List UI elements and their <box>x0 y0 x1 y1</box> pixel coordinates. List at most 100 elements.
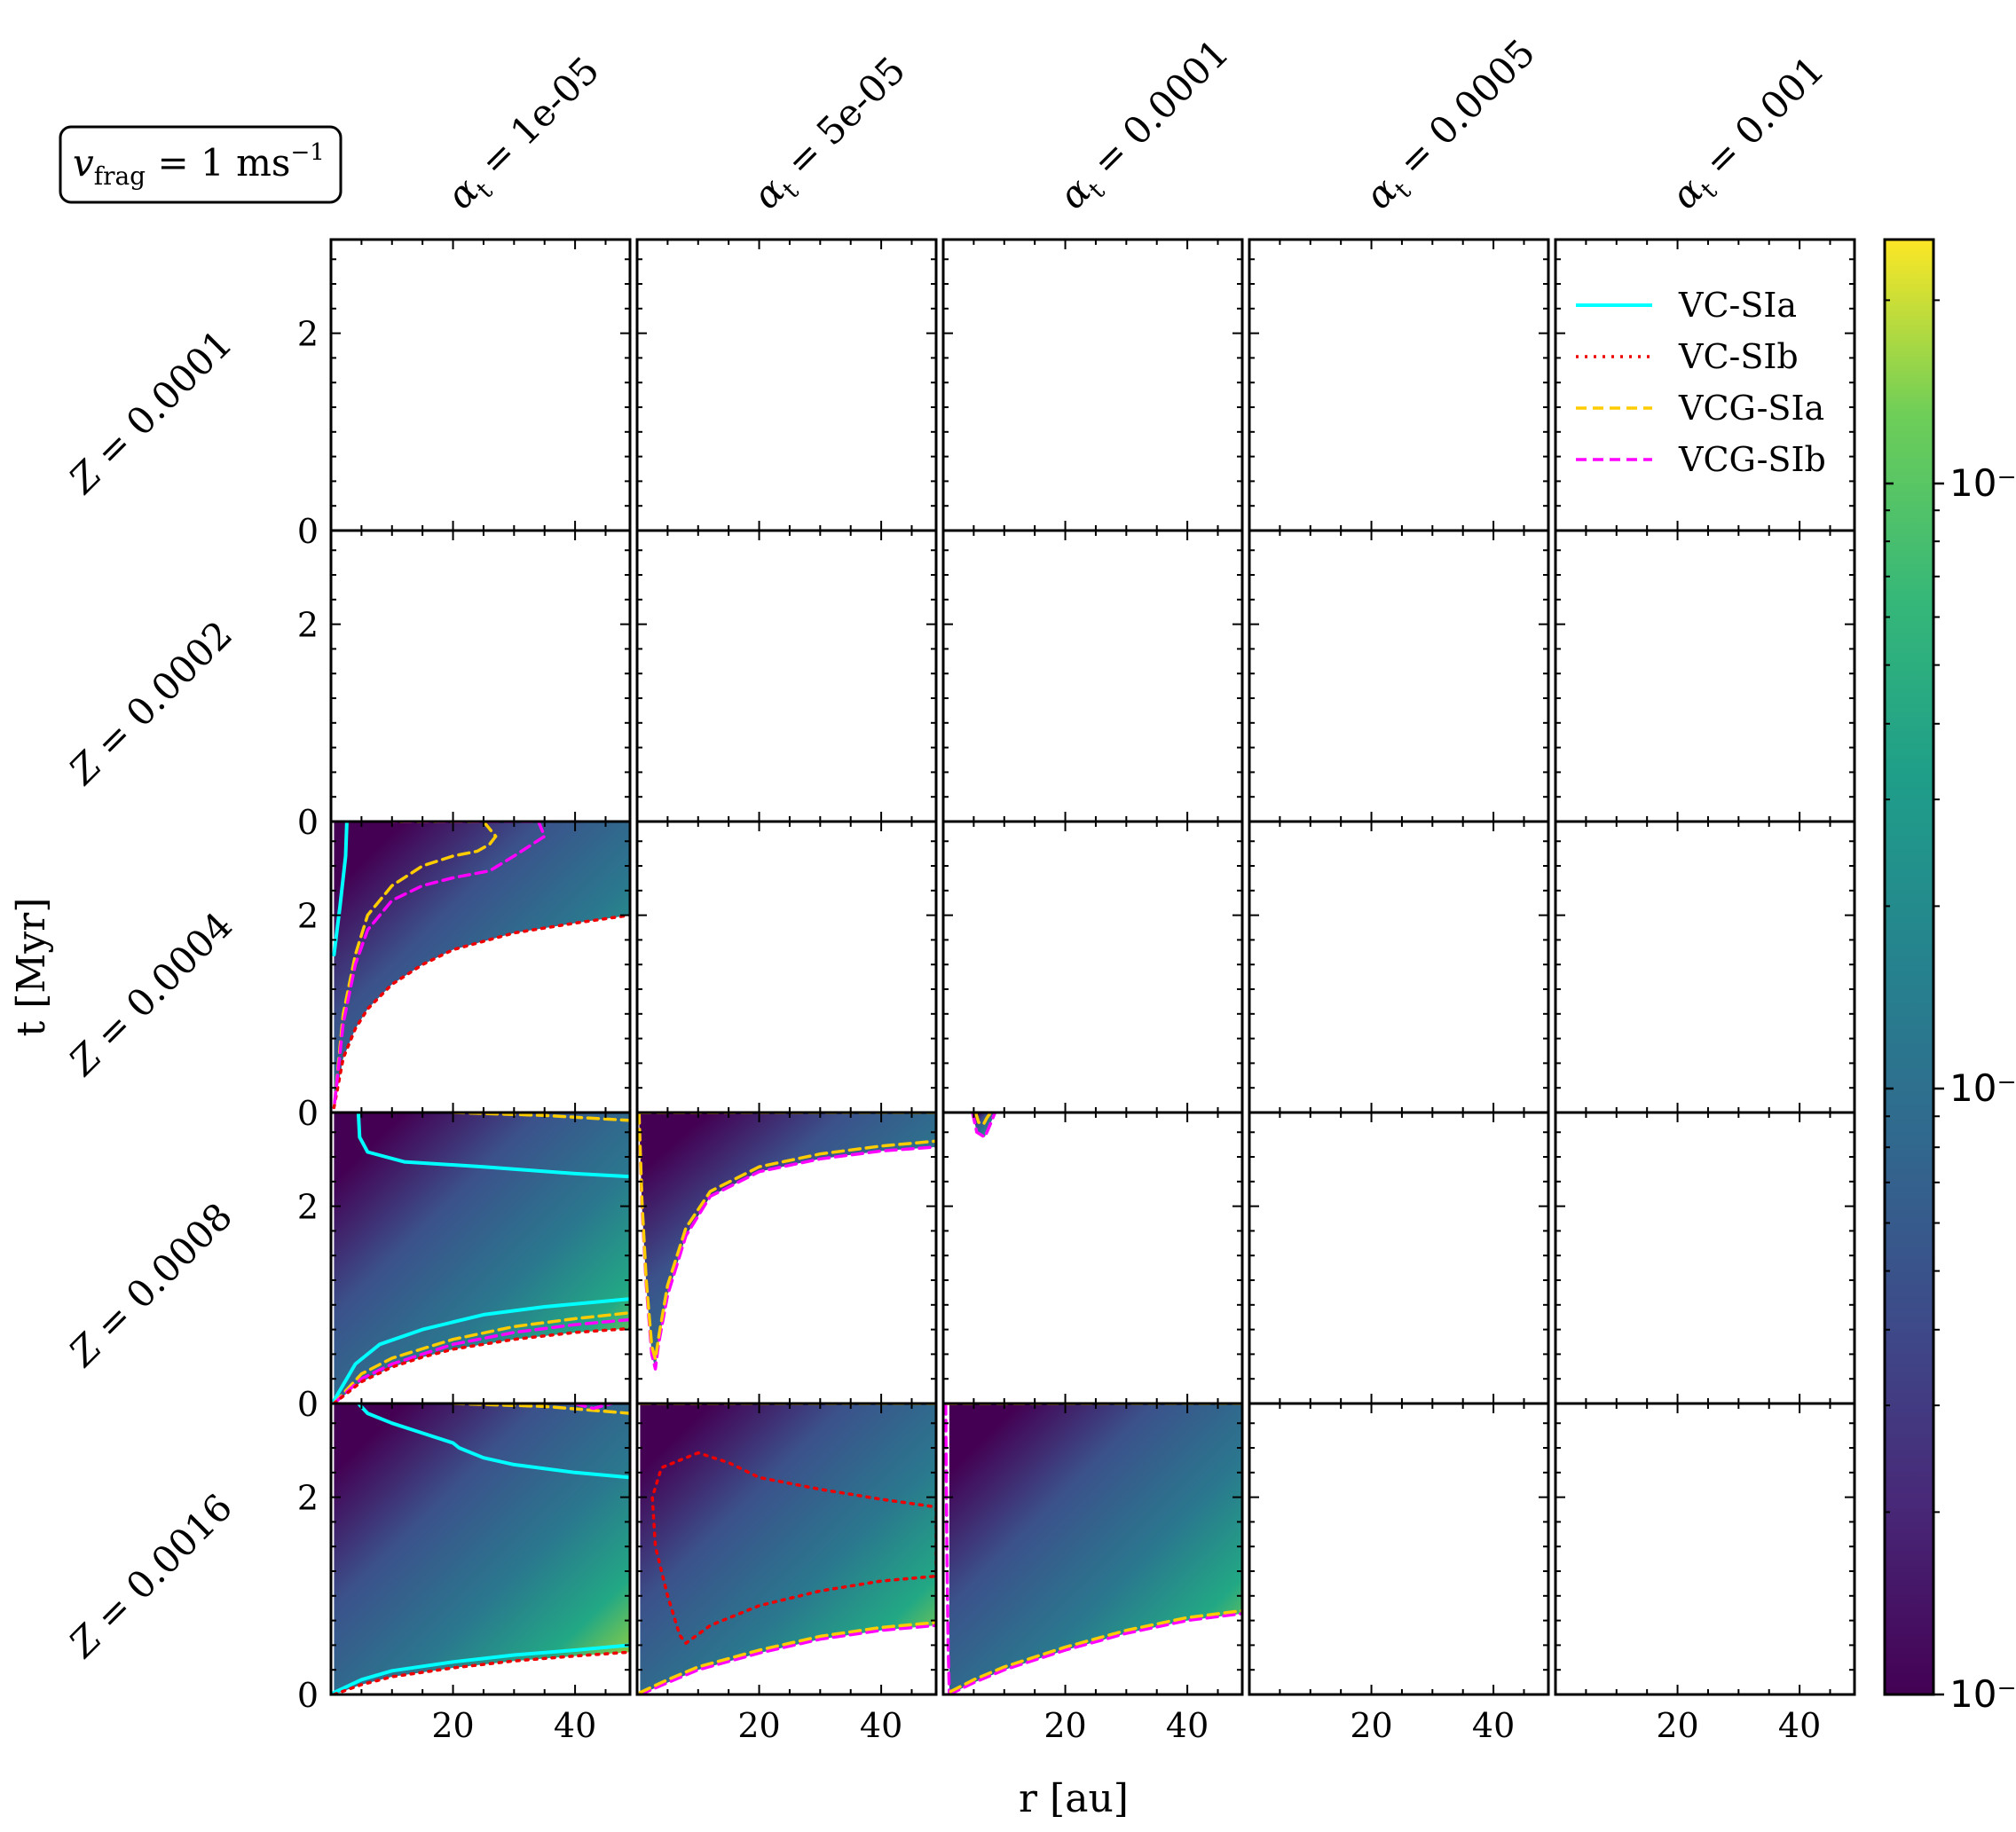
panel-r0-c0: 02 <box>297 238 632 551</box>
column-value: = 5e-05 <box>769 48 914 193</box>
column-labels: αt = 1e-05 αt = 5e-05 αt = 0.0001 αt = 0.00… <box>438 31 1837 222</box>
x-tick-label: 40 <box>1472 1706 1515 1745</box>
heatmap-field <box>640 1403 936 1694</box>
x-tick-label: 40 <box>1166 1706 1209 1745</box>
panel-background <box>1249 822 1548 1113</box>
x-tick-label: 20 <box>1350 1706 1392 1745</box>
y-tick-label: 2 <box>297 897 319 936</box>
panel-r2-c0: 02 <box>297 820 632 1133</box>
column-value: = 0.001 <box>1688 48 1832 193</box>
panel-background <box>637 822 936 1113</box>
panel-background <box>1555 1113 1855 1403</box>
x-tick-label: 40 <box>860 1706 902 1745</box>
y-tick-label: 2 <box>297 1479 319 1518</box>
column-label: αt = 0.0001 <box>1051 31 1241 222</box>
contour-vc-sia <box>332 1643 630 1694</box>
colorbar-tick-label: 10⁻ <box>1949 1066 2016 1110</box>
panel-background <box>1555 1403 1855 1694</box>
panel-background <box>1249 531 1548 822</box>
y-tick-label: 0 <box>297 1094 319 1133</box>
heatmap-field <box>334 1113 630 1403</box>
panel-r3-c4 <box>1554 1111 1856 1405</box>
legend-label-vcg-sib: VCG-SIb <box>1678 440 1826 479</box>
panel-r4-c1: 20 40 <box>635 1402 938 1745</box>
panel-r1-c0: 02 <box>297 529 632 842</box>
legend-label-vc-sia: VC-SIa <box>1678 286 1797 325</box>
x-axis-label: r [au] <box>1019 1776 1129 1821</box>
y-tick-label: 2 <box>297 1188 319 1227</box>
x-tick-label: 20 <box>737 1706 780 1745</box>
legend-label-vcg-sia: VCG-SIa <box>1678 389 1824 428</box>
panel-background <box>943 240 1242 531</box>
panel-background <box>1555 822 1855 1113</box>
panel-r4-c2: 20 40 <box>941 1402 1244 1745</box>
y-axis-label: t [Myr] <box>9 898 54 1037</box>
heatmap-field-group <box>332 1403 630 1694</box>
colorbar-ticks: 10⁻ 10⁻ 10⁻ <box>1885 299 2016 1716</box>
panel-background <box>943 531 1242 822</box>
contour-vc-sib <box>332 913 630 1110</box>
panel-r3-c1 <box>635 1111 938 1405</box>
row-label: Z = 0.0004 <box>59 903 240 1084</box>
heatmap-field <box>334 1403 630 1694</box>
contour-vcg-sia <box>637 1113 936 1361</box>
y-tick-label: 0 <box>297 512 319 551</box>
panel-r4-c4: 20 40 <box>1554 1402 1856 1745</box>
panel-r3-c2 <box>941 1111 1244 1405</box>
panel-r1-c1 <box>635 529 938 823</box>
legend: VC-SIa VC-SIb VCG-SIa VCG-SIb <box>1576 286 1826 479</box>
column-label: αt = 0.001 <box>1663 48 1837 222</box>
row-value: = 0.0008 <box>79 1194 240 1356</box>
panel-background <box>1555 531 1855 822</box>
row-value: = 0.0004 <box>79 903 240 1065</box>
x-tick-label: 20 <box>1656 1706 1698 1745</box>
colorbar-bar <box>1883 238 1935 1696</box>
row-label: Z = 0.0016 <box>59 1485 240 1666</box>
contour-vc-sia <box>332 1297 630 1403</box>
row-label: Z = 0.0002 <box>59 612 240 793</box>
vfrag-label-box: vfrag = 1 ms−1 <box>59 125 343 204</box>
row-value: = 0.0001 <box>79 321 240 483</box>
contour-vcg-sia <box>949 1608 1242 1694</box>
heatmap-field-group <box>638 1403 936 1694</box>
panel-r2-c2 <box>941 820 1244 1114</box>
panel-r1-c4 <box>1554 529 1856 823</box>
panel-background <box>331 240 630 531</box>
row-value: = 0.0016 <box>79 1485 240 1647</box>
panel-frame <box>635 1402 938 1696</box>
panel-background <box>637 531 936 822</box>
contour-vcg-sib <box>638 1624 936 1694</box>
contour-vcg-sia <box>973 1113 993 1127</box>
panel-r0-c2 <box>941 238 1244 532</box>
panel-r3-c3 <box>1248 1111 1550 1405</box>
panel-r2-c4 <box>1554 820 1856 1114</box>
x-tick-label: 40 <box>1778 1706 1821 1745</box>
vfrag-value: = 1 ms <box>146 141 290 185</box>
panel-frame <box>329 1402 632 1696</box>
heatmap-field-group <box>637 1113 936 1371</box>
vfrag-subscript: frag <box>94 161 146 191</box>
panel-r2-c1 <box>635 820 938 1114</box>
panel-r1-c3 <box>1248 529 1550 823</box>
vfrag-symbol: v <box>73 141 94 185</box>
row-value: = 0.0002 <box>79 612 240 774</box>
x-tick-label: 20 <box>1043 1706 1086 1745</box>
y-tick-label: 2 <box>297 606 319 645</box>
colorbar-tick-label: 10⁻ <box>1949 461 2016 505</box>
contour-vcg-sib <box>971 1113 997 1139</box>
y-tick-label: 0 <box>297 1385 319 1424</box>
panel-r0-c1 <box>635 238 938 532</box>
heatmap-field-group <box>332 822 630 1110</box>
x-tick-label: 20 <box>431 1706 474 1745</box>
contour-vc-sib <box>650 1451 936 1645</box>
panel-r4-c0: 0 2 20 40 <box>297 1402 632 1745</box>
panel-frame <box>941 1402 1244 1696</box>
column-value: = 1e-05 <box>463 48 608 193</box>
contour-vcg-sib <box>333 822 547 1105</box>
panel-background <box>637 240 936 531</box>
panel-r1-c2 <box>941 529 1244 823</box>
panel-background <box>331 531 630 822</box>
contour-vcg-sib <box>573 1403 614 1411</box>
